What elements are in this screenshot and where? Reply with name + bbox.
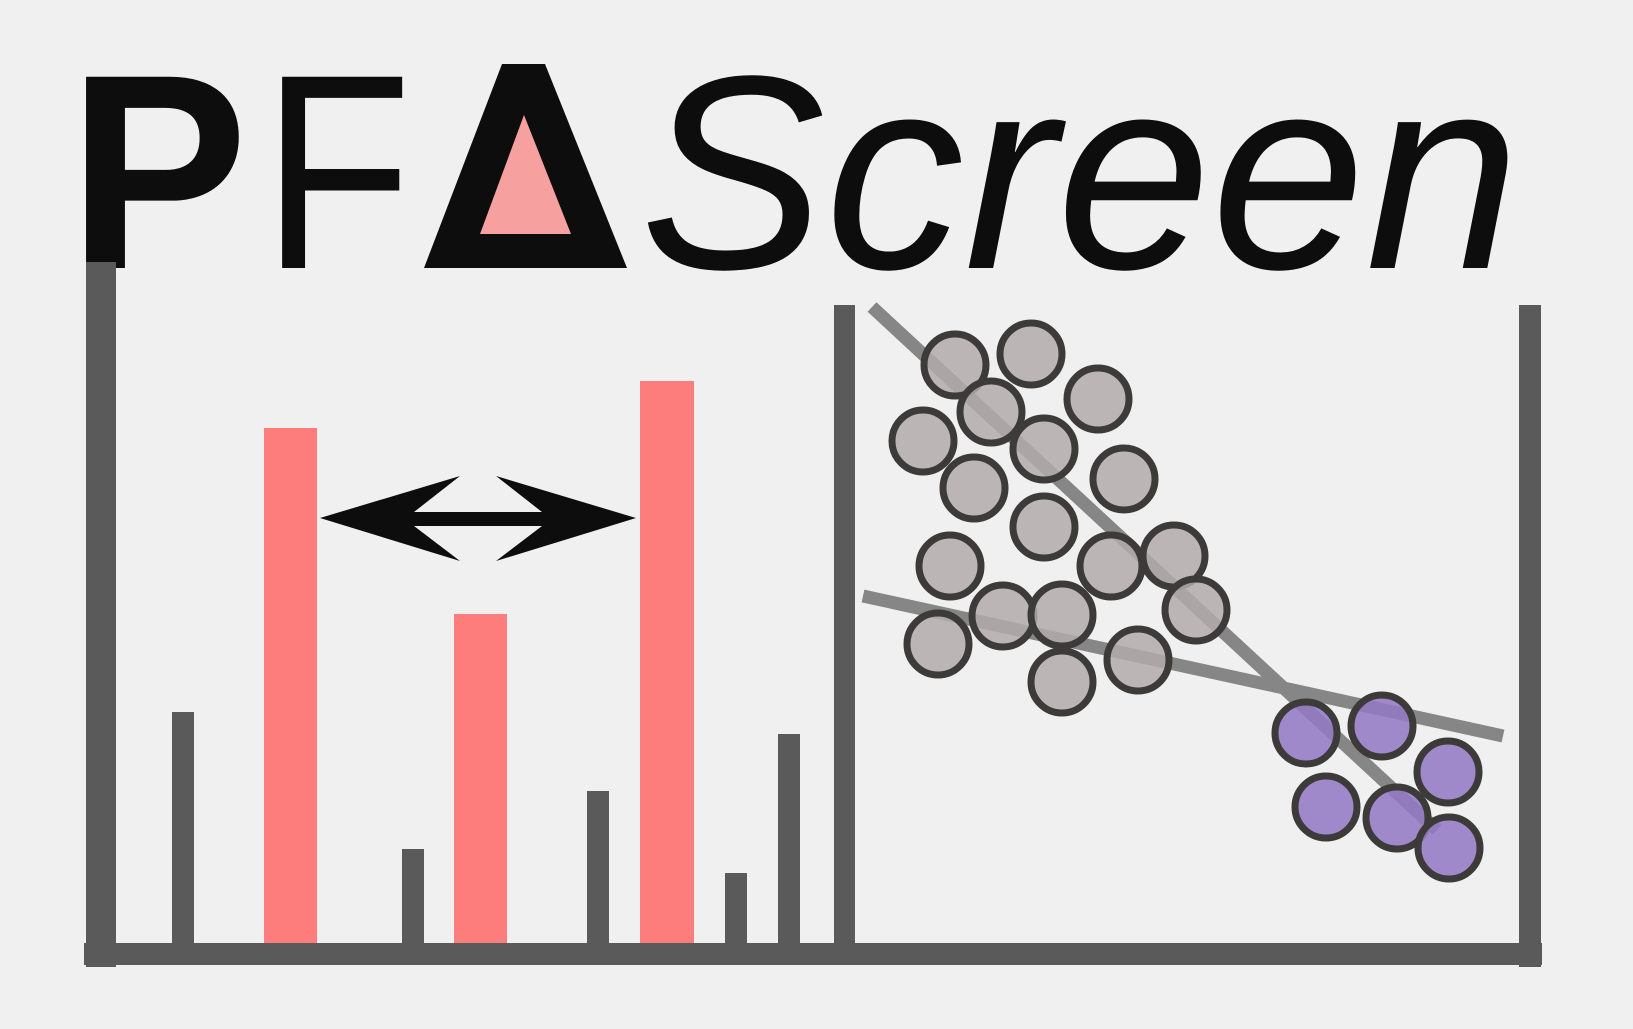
scatter-point <box>1027 647 1097 717</box>
spectrum-bar <box>778 734 800 952</box>
spectrum-bar <box>402 849 424 952</box>
scatter-point <box>903 609 973 679</box>
wordmark: P F Screen <box>68 16 1520 327</box>
wordmark-screen: Screen <box>640 19 1520 327</box>
spectrum-panel <box>86 262 800 967</box>
double-headed-arrow-icon <box>320 476 636 561</box>
baseline-axis <box>84 943 1542 965</box>
wordmark-f: F <box>262 16 412 327</box>
scatter-point <box>1009 492 1079 562</box>
scatter-point <box>1063 364 1133 434</box>
delta-triangle-icon <box>424 64 627 268</box>
spectrum-bar <box>172 712 194 952</box>
scatter-point <box>956 377 1026 447</box>
scatter-point-highlight <box>1362 783 1432 853</box>
scatter-point <box>1027 580 1097 650</box>
scatter-points-grey <box>888 319 1231 717</box>
scatter-point <box>1076 531 1146 601</box>
scatter-point <box>939 453 1009 523</box>
scatter-left-axis <box>834 305 855 953</box>
scatter-point-highlight <box>1291 772 1361 842</box>
spectrum-y-axis <box>86 262 116 967</box>
scatter-point-highlight <box>1271 698 1341 768</box>
scatter-point <box>915 531 985 601</box>
scatter-right-axis <box>1519 305 1541 967</box>
scatter-point <box>968 581 1038 651</box>
scatter-point <box>920 330 990 400</box>
spectrum-peak-bar <box>640 381 694 952</box>
spectrum-peak-bar <box>264 428 317 952</box>
scatter-point <box>1161 575 1231 645</box>
scatter-point-highlight <box>1414 813 1484 883</box>
scatter-point-highlight <box>1347 691 1417 761</box>
scatter-point <box>888 406 958 476</box>
scatter-point <box>996 319 1066 389</box>
scatter-point <box>1103 625 1173 695</box>
scatter-points-purple <box>1271 691 1484 883</box>
scatter-point-highlight <box>1413 737 1483 807</box>
spectrum-bar <box>587 791 609 952</box>
scatter-panel <box>834 302 1541 967</box>
spectrum-bar <box>725 873 747 952</box>
scatter-point <box>1009 414 1079 484</box>
spectrum-peak-bar <box>454 614 507 952</box>
scatter-point <box>1089 444 1159 514</box>
